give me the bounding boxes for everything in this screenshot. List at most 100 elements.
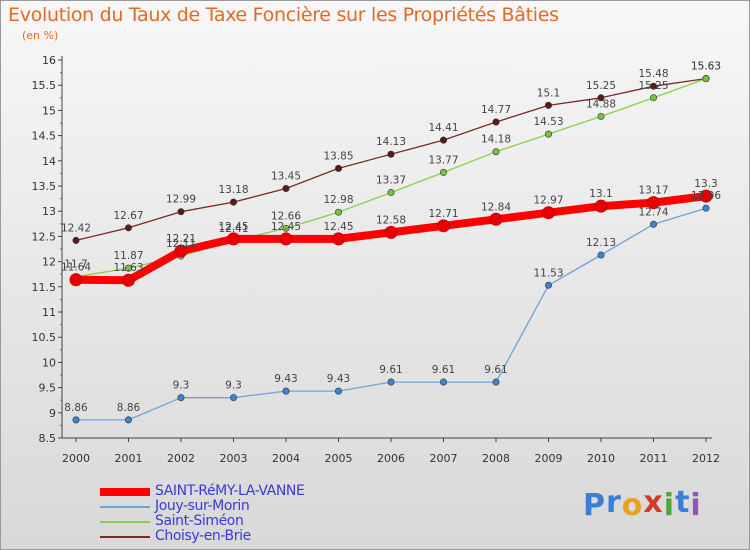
data-label: 12.67: [113, 210, 143, 222]
y-tick-label: 15: [42, 104, 56, 117]
data-label: 12.45: [218, 221, 248, 233]
data-point: [647, 196, 660, 210]
data-point: [492, 378, 500, 386]
data-point: [282, 387, 290, 395]
series-layer: [69, 75, 713, 424]
data-point: [649, 94, 657, 102]
data-point: [334, 208, 342, 216]
data-label: 15.1: [537, 87, 560, 99]
legend-label: Saint-Siméon: [155, 513, 244, 529]
data-label: 14.88: [586, 98, 616, 110]
data-label: 12.66: [271, 210, 301, 222]
y-tick-label: 10.5: [32, 331, 57, 344]
series-jouy-sur-morin: [72, 204, 710, 424]
data-point: [282, 224, 290, 232]
data-point: [699, 189, 713, 203]
data-point: [230, 198, 238, 206]
data-point: [332, 232, 345, 246]
logo-letter: o: [621, 488, 644, 523]
data-label: 12.99: [166, 194, 196, 206]
data-label: 11.63: [113, 262, 143, 274]
data-label: 15.48: [638, 68, 668, 80]
data-label: 9.61: [484, 364, 507, 376]
data-labels-layer: 12.42 12.67 12.99 13.18 13.45 13.85 14.13 14.41…: [61, 61, 721, 414]
data-label: 12.21: [166, 233, 196, 245]
legend-swatch: [100, 506, 150, 508]
data-point: [702, 204, 710, 212]
data-label: 14.41: [428, 122, 458, 134]
data-label: 13.85: [323, 150, 353, 162]
data-point: [282, 185, 290, 193]
data-label: 12.13: [586, 237, 616, 249]
data-label: 13.18: [218, 184, 248, 196]
data-point: [334, 164, 342, 172]
x-tick-label: 2001: [115, 452, 143, 465]
legend-label: SAINT-RéMY-LA-VANNE: [155, 483, 305, 499]
data-point: [230, 394, 238, 402]
logo-letter: t: [675, 485, 691, 520]
x-tick-label: 2000: [62, 452, 90, 465]
data-label: 15.25: [638, 80, 668, 92]
data-point: [72, 236, 80, 244]
logo-letter: i: [690, 488, 702, 523]
data-point: [489, 212, 503, 226]
y-tick-label: 13: [42, 205, 56, 218]
data-label: 12.58: [376, 214, 406, 226]
data-label: 12.71: [428, 208, 458, 220]
y-tick-label: 16: [42, 54, 56, 67]
data-point: [125, 416, 133, 424]
x-tick-label: 2011: [640, 452, 668, 465]
data-label: 8.86: [64, 402, 88, 414]
data-label: 13.1: [589, 188, 612, 200]
data-point: [387, 150, 395, 158]
y-tick-label: 12: [42, 256, 56, 269]
data-label: 13.37: [376, 175, 406, 187]
x-tick-label: 2007: [430, 452, 458, 465]
chart-subtitle: (en %): [22, 29, 59, 42]
data-label: 12.42: [61, 222, 91, 234]
data-point: [125, 224, 133, 232]
data-label: 11.7: [64, 259, 87, 271]
data-label: 14.18: [481, 134, 511, 146]
y-tick-label: 9: [49, 407, 56, 420]
x-tick-label: 2012: [692, 452, 720, 465]
legend-swatch: [100, 488, 150, 496]
y-tick-label: 11: [42, 306, 56, 319]
y-tick-label: 15.5: [32, 79, 57, 92]
logo-letter: P: [583, 488, 606, 523]
data-label: 12.11: [166, 238, 196, 250]
logo-letter: r: [606, 485, 622, 520]
data-label: 8.86: [117, 402, 141, 414]
x-tick-label: 2004: [272, 452, 300, 465]
data-label: 11.53: [533, 267, 563, 279]
y-tick-label: 14.5: [32, 130, 57, 143]
data-point: [492, 148, 500, 156]
data-point: [492, 118, 500, 126]
data-label: 12.74: [638, 206, 668, 218]
data-label: 14.77: [481, 104, 511, 116]
y-tick-label: 13.5: [32, 180, 57, 193]
data-point: [439, 378, 447, 386]
data-label: 13.17: [638, 185, 668, 197]
data-point: [594, 199, 608, 213]
data-point: [597, 251, 605, 259]
y-tick-label: 11.5: [32, 281, 57, 294]
data-point: [387, 378, 395, 386]
x-tick-label: 2008: [482, 452, 510, 465]
y-tick-label: 12.5: [32, 230, 57, 243]
data-point: [649, 220, 657, 228]
data-point: [122, 273, 135, 287]
data-label: 12.98: [323, 194, 353, 206]
series-saint-r-my-la-vanne: [69, 189, 713, 287]
data-label: 12.45: [323, 221, 353, 233]
data-point: [227, 232, 240, 246]
y-tick-label: 14: [42, 155, 56, 168]
data-label: 14.13: [376, 136, 406, 148]
legend-label: Jouy-sur-Morin: [155, 498, 250, 514]
data-point: [544, 281, 552, 289]
data-point: [125, 264, 133, 272]
logo-letter: i: [663, 488, 676, 523]
data-label: 13.3: [694, 178, 717, 190]
chart-axes: 8.5 9 9.5 10 10.5 11 11.5 12 12.5 13 13.5 14 14.5 15 1…: [32, 54, 721, 465]
x-tick-label: 2006: [377, 452, 405, 465]
